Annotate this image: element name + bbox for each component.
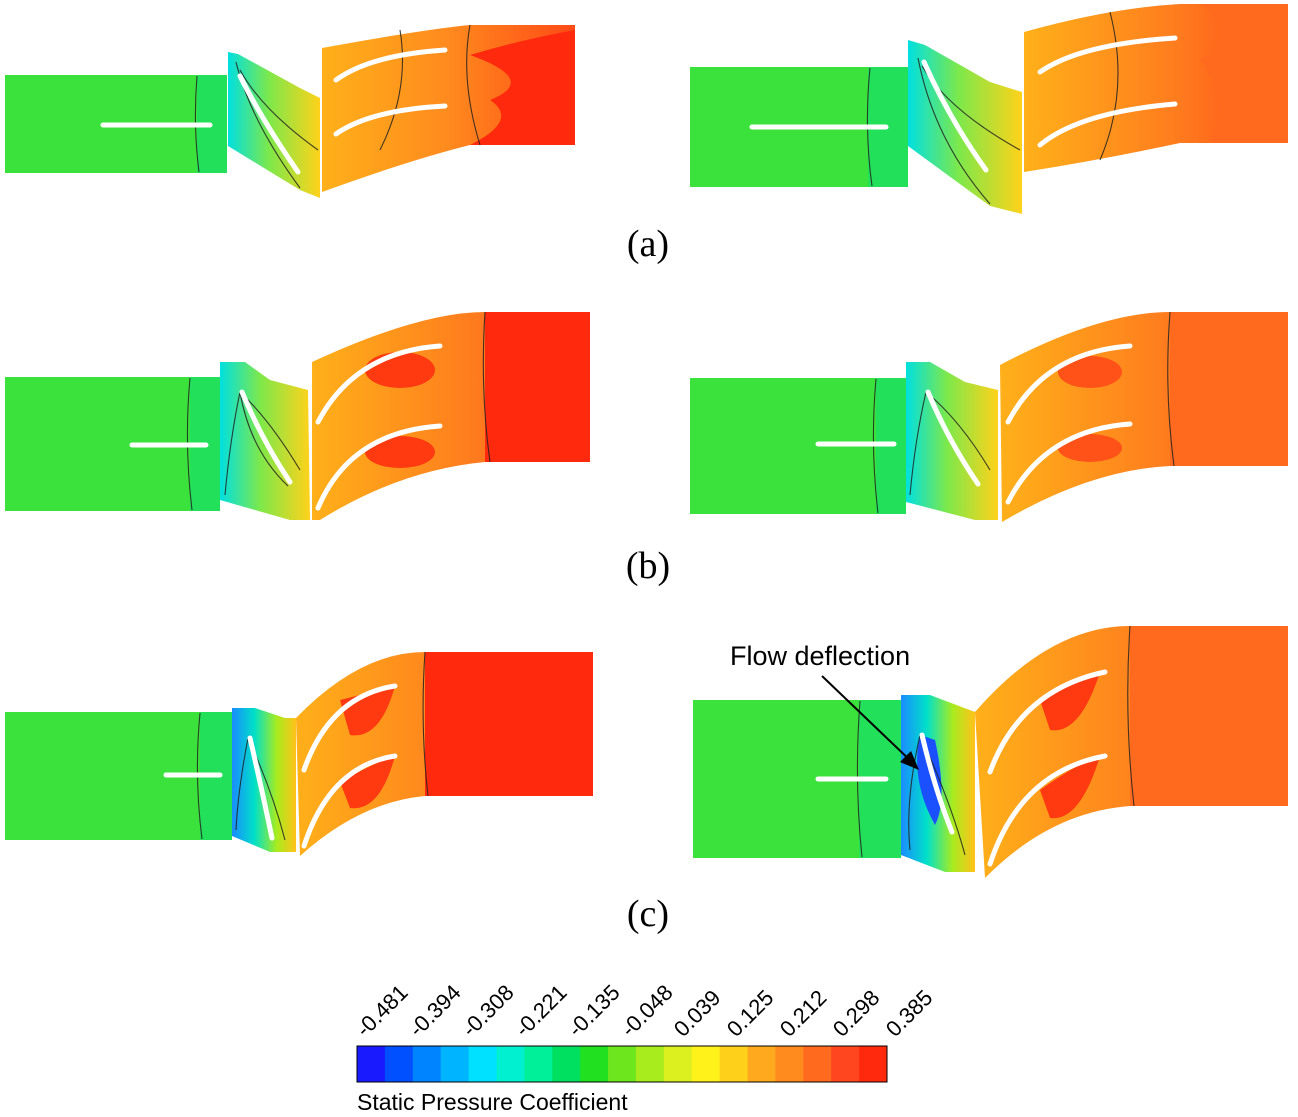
colorbar-tick-label: -0.481 bbox=[351, 980, 413, 1042]
colorbar-cell bbox=[384, 1046, 414, 1082]
outlet-orange-zone bbox=[1170, 312, 1288, 466]
colorbar-cell bbox=[635, 1046, 665, 1082]
panel-label-a: (a) bbox=[627, 223, 669, 265]
colorbar-cell bbox=[859, 1046, 888, 1082]
outlet-orange-zone bbox=[1130, 626, 1288, 806]
annotation-arrowhead bbox=[900, 751, 919, 770]
rotor-blade-lower bbox=[987, 753, 1108, 867]
colorbar-tick-label: -0.135 bbox=[563, 980, 625, 1042]
rotor-blade-upper bbox=[315, 343, 443, 425]
colorbar-tick-label: 0.039 bbox=[669, 985, 726, 1042]
outlet-red-zone bbox=[470, 30, 575, 145]
colorbar-cell bbox=[803, 1046, 832, 1082]
rotor-blade-lower bbox=[315, 423, 443, 511]
red-pocket bbox=[340, 756, 395, 809]
stator-region bbox=[228, 52, 320, 198]
red-pocket bbox=[1058, 434, 1122, 462]
panel-label-b: (b) bbox=[626, 545, 670, 587]
colorbar-cell bbox=[831, 1046, 860, 1082]
stator-blade bbox=[919, 732, 955, 835]
colorbar-cell bbox=[524, 1046, 553, 1082]
colorbar-cell bbox=[496, 1046, 525, 1082]
colorbar-cell bbox=[775, 1046, 804, 1082]
colorbar-cells bbox=[357, 1046, 888, 1082]
colorbar-cell bbox=[691, 1046, 721, 1082]
colorbar-tick-label: -0.048 bbox=[616, 980, 678, 1042]
rotor-blade-lower bbox=[333, 103, 448, 137]
outlet-red-zone bbox=[485, 312, 590, 462]
colorbar-frame bbox=[356, 1045, 888, 1083]
colorbar-tick-label: 0.385 bbox=[881, 985, 938, 1042]
panel-b-right bbox=[690, 311, 1288, 522]
rotor-blade-upper bbox=[301, 683, 398, 773]
colorbar-cell bbox=[468, 1046, 497, 1082]
colorbar-tick-label: 0.212 bbox=[775, 985, 832, 1042]
rotor-blade-upper bbox=[1005, 343, 1133, 425]
red-pocket bbox=[1058, 356, 1122, 388]
panel-label-c: (c) bbox=[627, 893, 669, 935]
annotation-arrow-line bbox=[821, 675, 916, 766]
rotor-blade-upper bbox=[333, 47, 448, 83]
panel-c-left bbox=[5, 651, 593, 856]
colorbar-cell bbox=[440, 1046, 470, 1082]
stator-blade bbox=[921, 59, 989, 173]
red-pocket bbox=[1040, 672, 1100, 731]
red-pocket bbox=[1040, 756, 1100, 819]
panel-a-right bbox=[690, 4, 1288, 214]
colorbar-cell bbox=[580, 1046, 609, 1082]
rotor-blade-lower bbox=[301, 753, 398, 849]
stator-region bbox=[232, 708, 296, 852]
colorbar-cell bbox=[719, 1046, 749, 1082]
colorbar-title: Static Pressure Coefficient bbox=[357, 1089, 628, 1115]
colorbar: -0.481-0.394-0.308-0.221-0.135-0.0480.03… bbox=[351, 980, 938, 1115]
red-pocket bbox=[365, 436, 435, 468]
stator-blade bbox=[925, 389, 981, 487]
red-pocket bbox=[365, 352, 435, 388]
colorbar-tick-label: 0.298 bbox=[828, 985, 885, 1042]
colorbar-tick-label: -0.394 bbox=[404, 980, 466, 1042]
rotor-blade-lower bbox=[1037, 101, 1178, 148]
colorbar-cell bbox=[608, 1046, 637, 1082]
colorbar-cell bbox=[412, 1046, 442, 1082]
stator-blade bbox=[239, 389, 293, 485]
flow-deflection-annotation: Flow deflection bbox=[730, 641, 910, 671]
outlet-orange-zone bbox=[1200, 4, 1288, 143]
stator-blade bbox=[237, 73, 301, 175]
colorbar-tick-label: -0.221 bbox=[510, 980, 572, 1042]
colorbar-cell bbox=[552, 1046, 581, 1082]
rotor-blade-upper bbox=[1037, 35, 1178, 75]
outlet-red-zone bbox=[425, 652, 593, 796]
colorbar-cell bbox=[663, 1046, 693, 1082]
panel-b-left bbox=[5, 311, 590, 520]
panel-a-left bbox=[5, 24, 575, 198]
colorbar-tick-label: -0.308 bbox=[457, 980, 519, 1042]
stator-blade bbox=[247, 735, 275, 841]
colorbar-tick-label: 0.125 bbox=[722, 985, 779, 1042]
panel-c-right: Flow deflection bbox=[693, 625, 1288, 878]
rotor-blade-lower bbox=[1005, 421, 1133, 505]
colorbar-ticks: -0.481-0.394-0.308-0.221-0.135-0.0480.03… bbox=[351, 980, 938, 1042]
rotor-blade-upper bbox=[987, 669, 1108, 775]
low-pressure-pocket bbox=[917, 735, 942, 825]
colorbar-cell bbox=[747, 1046, 776, 1082]
colorbar-cell bbox=[357, 1046, 386, 1082]
